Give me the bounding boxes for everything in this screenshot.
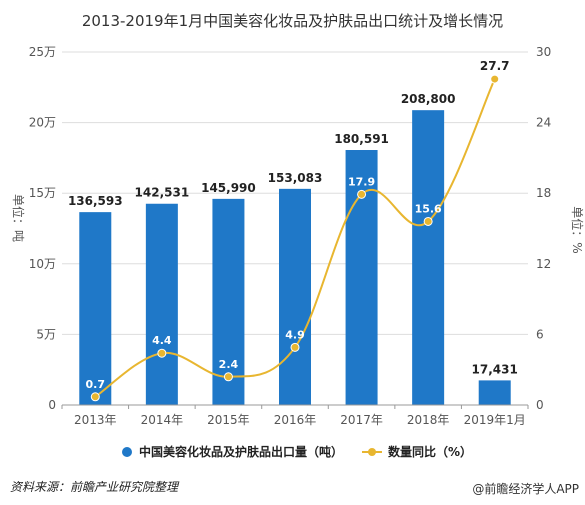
- bar: [145, 203, 178, 405]
- legend-line-label: 数量同比（%）: [388, 444, 472, 459]
- x-tick-label: 2015年: [207, 413, 250, 427]
- right-axis-label: 单位：%: [570, 206, 585, 253]
- legend: 中国美容化妆品及护肤品出口量（吨） 数量同比（%）: [122, 444, 472, 459]
- bar-data-label: 142,531: [135, 186, 190, 200]
- legend-bar-marker: [122, 447, 132, 457]
- x-tick-label: 2014年: [141, 413, 184, 427]
- bar-data-label: 145,990: [201, 181, 256, 195]
- right-y-axis: 0 6 12 18 24 30: [536, 45, 551, 412]
- left-tick-label: 0: [48, 398, 56, 412]
- line-series: 0.7 4.4 2.4 4.9 17.9 15.6 27.7: [86, 59, 510, 402]
- bar-data-label: 136,593: [68, 194, 123, 208]
- chart-title: 2013-2019年1月中国美容化妆品及护肤品出口统计及增长情况: [81, 12, 504, 30]
- line-point: [290, 342, 300, 352]
- line-data-label: 27.7: [480, 59, 510, 73]
- legend-bar-label: 中国美容化妆品及护肤品出口量（吨）: [139, 444, 343, 459]
- line-point: [357, 189, 367, 199]
- line-point: [157, 348, 167, 358]
- x-tick-label: 2018年: [407, 413, 450, 427]
- line-data-label: 2.4: [219, 358, 239, 371]
- bar: [279, 188, 311, 405]
- right-tick-label: 12: [536, 257, 551, 271]
- x-axis: 2013年 2014年 2015年 2016年 2017年 2018年 2019年1月: [61, 404, 529, 427]
- left-tick-label: 5万: [36, 327, 56, 341]
- line-data-label: 4.4: [152, 334, 172, 347]
- line-point: [90, 392, 100, 402]
- line-point: [423, 216, 433, 226]
- line-data-label: 4.9: [285, 328, 305, 341]
- line-data-label: 15.6: [415, 202, 442, 215]
- line-data-label: 17.9: [348, 175, 375, 188]
- legend-line-dot: [368, 448, 376, 456]
- x-tick-label: 2017年: [340, 413, 383, 427]
- x-tick-label: 2013年: [74, 413, 117, 427]
- left-axis-label: 单位：吨: [11, 194, 26, 242]
- right-tick-label: 30: [536, 45, 551, 59]
- left-y-axis: 0 5万 10万 15万 20万 25万: [29, 45, 56, 412]
- bar: [212, 198, 245, 405]
- bar-series: 136,593 142,531 145,990 153,083 180,591 208,8…: [68, 92, 518, 405]
- credit-note: @前瞻经济学人APP: [472, 482, 579, 496]
- bar-data-label: 153,083: [268, 171, 323, 185]
- left-tick-label: 10万: [29, 257, 56, 271]
- line-data-label: 0.7: [86, 378, 106, 391]
- line-point: [223, 372, 233, 382]
- x-tick-label: 2019年1月: [464, 413, 526, 427]
- line-point: [490, 74, 500, 84]
- left-tick-label: 15万: [29, 186, 56, 200]
- right-tick-label: 24: [536, 116, 551, 130]
- left-tick-label: 20万: [29, 116, 56, 130]
- right-tick-label: 6: [536, 327, 544, 341]
- bar-data-label: 208,800: [401, 92, 456, 106]
- source-note: 资料来源：前瞻产业研究院整理: [10, 480, 179, 494]
- bar-data-label: 180,591: [334, 132, 389, 146]
- bar: [79, 212, 112, 405]
- bar: [412, 110, 445, 405]
- left-tick-label: 25万: [29, 45, 56, 59]
- right-tick-label: 18: [536, 186, 551, 200]
- bar: [478, 380, 511, 405]
- bar-data-label: 17,431: [472, 362, 518, 376]
- right-tick-label: 0: [536, 398, 544, 412]
- x-tick-label: 2016年: [274, 413, 317, 427]
